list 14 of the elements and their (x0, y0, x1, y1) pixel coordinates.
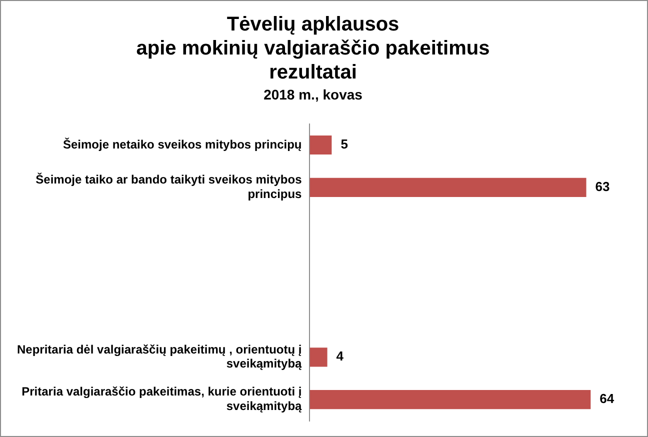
y-tick-label: Nepritaria dėl valgiaraščių pakeitimų , orientuotų į sveikąmitybą (16, 342, 302, 371)
data-label: 4 (336, 348, 344, 364)
data-label: 63 (595, 179, 610, 194)
y-tick-label: Šeimoje netaiko sveikos mitybos principų (62, 137, 302, 152)
y-tick-label: Šeimoje taiko ar bando taikyti sveikos mitybos principus (36, 172, 302, 201)
data-label: 64 (600, 391, 615, 406)
chart-subtitle: 2018 m., kovas (264, 86, 363, 102)
chart-title: Tėvelių apklausos apie mokinių valgiaraščio pakeitimus rezultatai (136, 14, 490, 84)
bar (310, 348, 328, 367)
bar (310, 178, 586, 197)
bar (310, 390, 591, 410)
bar (310, 135, 332, 155)
y-tick-label: Pritaria valgiaraščio pakeitimas, kurie orientuoti į sveikąmitybą (22, 384, 302, 414)
data-label: 5 (340, 136, 348, 152)
